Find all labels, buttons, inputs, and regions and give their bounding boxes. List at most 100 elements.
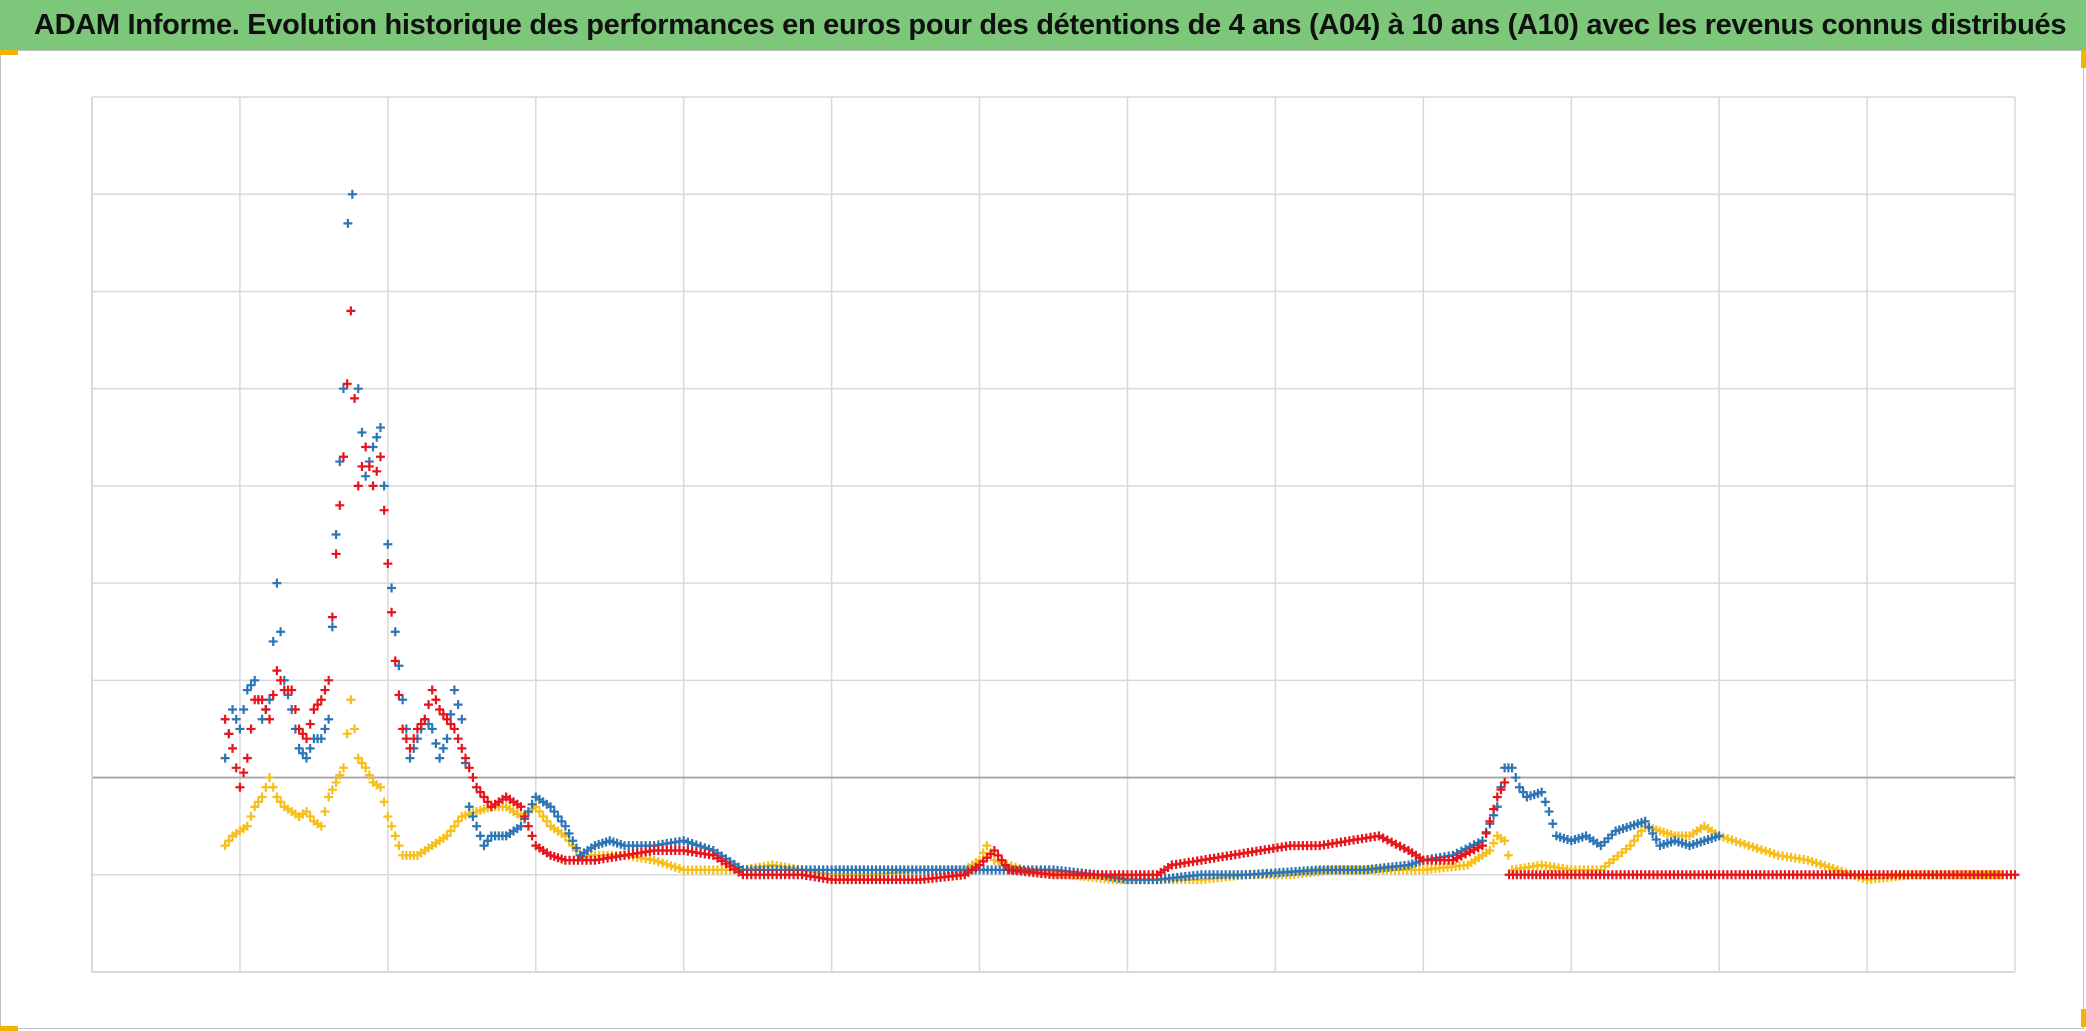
data-point (1723, 834, 1733, 844)
data-point (309, 705, 319, 714)
data-point (1511, 773, 1521, 783)
data-point (483, 797, 493, 807)
data-point (298, 729, 308, 739)
data-point (338, 452, 348, 462)
data-point (1824, 862, 1834, 872)
data-point (1000, 860, 1010, 870)
data-point (475, 831, 485, 841)
data-point (305, 719, 315, 729)
data-point (398, 724, 408, 734)
data-point (316, 734, 326, 744)
data-point (1731, 836, 1741, 846)
data-point (427, 685, 437, 695)
data-point (383, 811, 393, 821)
data-point (320, 724, 330, 734)
data-point (666, 861, 676, 871)
data-point (335, 457, 345, 467)
chart-title-bar: ADAM Informe. Evolution historique des p… (0, 0, 2086, 50)
data-point (1485, 845, 1495, 855)
data-point (538, 811, 548, 821)
data-point (268, 690, 278, 700)
data-point (571, 843, 581, 853)
data-point (398, 695, 408, 705)
data-point (301, 753, 311, 763)
data-point (662, 859, 672, 869)
data-point (523, 807, 533, 817)
data-point (361, 442, 371, 452)
data-point (1820, 861, 1830, 871)
data-point (305, 743, 315, 753)
data-point (253, 797, 263, 807)
data-point (387, 583, 397, 593)
data-point (1496, 785, 1506, 795)
data-point (257, 792, 267, 802)
data-point (246, 724, 256, 734)
data-point (383, 539, 393, 549)
data-point (1727, 835, 1737, 845)
data-point (224, 836, 234, 846)
data-point (231, 714, 241, 724)
data-point (353, 384, 363, 394)
data-point (305, 811, 315, 821)
data-point (338, 763, 348, 773)
data-point (350, 393, 360, 403)
corner-accent-top-right (2081, 50, 2086, 68)
data-point (361, 471, 371, 481)
data-point (420, 714, 430, 724)
data-point (1514, 782, 1524, 792)
data-point (394, 690, 404, 700)
data-point (1718, 832, 1728, 842)
data-point (1537, 787, 1547, 797)
data-point (320, 685, 330, 695)
data-point (383, 559, 393, 569)
data-point (342, 729, 352, 739)
data-point (1503, 850, 1513, 860)
data-point (649, 855, 659, 865)
data-point (250, 802, 260, 812)
data-point (1744, 841, 1754, 851)
data-point (372, 432, 382, 442)
data-point (324, 714, 334, 724)
data-point (361, 763, 371, 773)
data-point (239, 705, 249, 714)
data-point (546, 802, 556, 812)
data-point (331, 549, 341, 559)
data-point (346, 695, 356, 705)
data-point (993, 850, 1003, 860)
series-0 (220, 189, 1724, 885)
data-point (265, 773, 275, 783)
data-point (564, 828, 574, 838)
data-point (560, 821, 570, 831)
data-point (568, 836, 578, 846)
data-point (331, 777, 341, 787)
data-point (457, 714, 467, 724)
data-point (442, 831, 452, 841)
data-point (982, 841, 992, 851)
data-point (242, 821, 252, 831)
data-point (1548, 819, 1558, 829)
data-point (224, 729, 234, 739)
data-point (342, 379, 352, 389)
data-point (687, 839, 697, 849)
data-point (683, 837, 693, 847)
data-point (479, 792, 489, 802)
data-point (372, 466, 382, 476)
data-point (335, 500, 345, 510)
data-point (1633, 831, 1643, 841)
data-point (220, 753, 230, 763)
data-point (409, 734, 419, 744)
data-point (431, 739, 441, 749)
data-point (453, 700, 463, 710)
data-point (427, 724, 437, 734)
data-point (527, 799, 537, 809)
data-point (1756, 845, 1766, 855)
data-point (379, 505, 389, 515)
data-point (220, 841, 230, 851)
data-point (1651, 835, 1661, 845)
data-point (327, 612, 337, 622)
data-point (483, 836, 493, 846)
data-point (1544, 807, 1554, 817)
series-1 (220, 306, 2020, 885)
data-point (453, 816, 463, 826)
data-point (1752, 843, 1762, 853)
